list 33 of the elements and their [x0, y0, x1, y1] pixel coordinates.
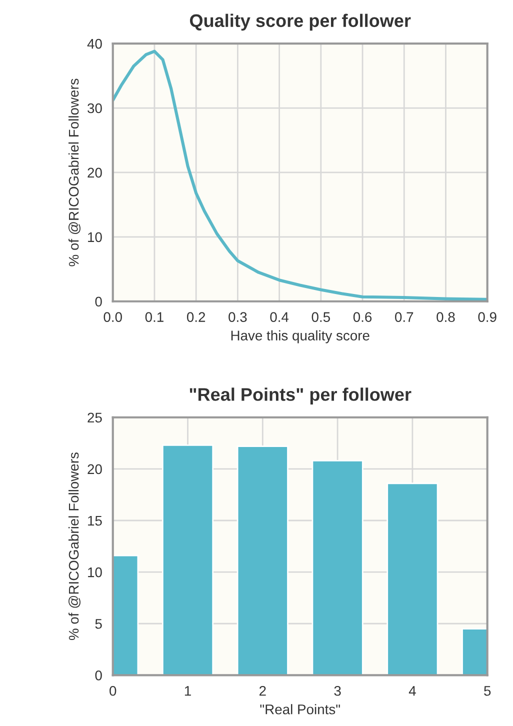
y-tick-label: 10 — [88, 232, 102, 242]
y-axis-title: % of @RICOGabriel Followers — [68, 78, 80, 266]
y-tick-label: 5 — [95, 619, 102, 629]
y-tick-label: 30 — [88, 103, 102, 114]
y-tick-label: 20 — [88, 464, 102, 474]
x-tick-label: 0.8 — [436, 312, 455, 322]
x-tick-label: 0.5 — [312, 312, 330, 322]
y-tick-label: 0 — [95, 296, 102, 307]
x-axis-title: Have this quality score — [231, 330, 370, 344]
y-tick-label: 25 — [88, 412, 102, 423]
x-tick-label: 5 — [484, 686, 491, 696]
x-tick-label: 0.0 — [104, 312, 122, 322]
x-tick-label: 1 — [184, 686, 191, 696]
x-tick-label: 0.7 — [395, 312, 414, 322]
y-tick-label: 10 — [88, 567, 102, 578]
x-tick-label: 3 — [334, 686, 341, 696]
x-tick-label: 0.3 — [228, 312, 247, 322]
y-axis-title: % of @RICOGabriel Followers — [68, 452, 80, 640]
x-tick-label: 0.6 — [353, 312, 372, 322]
x-tick-label: 0.4 — [270, 312, 289, 322]
x-axis-title: "Real Points" — [260, 704, 340, 714]
chart-title: Quality score per follower — [190, 14, 411, 31]
chart-title: "Real Points" per follower — [190, 388, 412, 404]
x-tick-label: 0.9 — [478, 312, 496, 322]
y-tick-label: 15 — [88, 516, 102, 526]
y-tick-label: 40 — [87, 38, 102, 49]
x-tick-label: 0.1 — [145, 312, 164, 322]
x-tick-label: 0.2 — [186, 312, 206, 322]
x-tick-label: 4 — [408, 686, 416, 696]
x-tick-label: 2 — [259, 686, 266, 696]
x-tick-label: 0 — [110, 686, 116, 696]
y-tick-label: 20 — [88, 168, 102, 178]
y-tick-label: 0 — [95, 670, 102, 680]
